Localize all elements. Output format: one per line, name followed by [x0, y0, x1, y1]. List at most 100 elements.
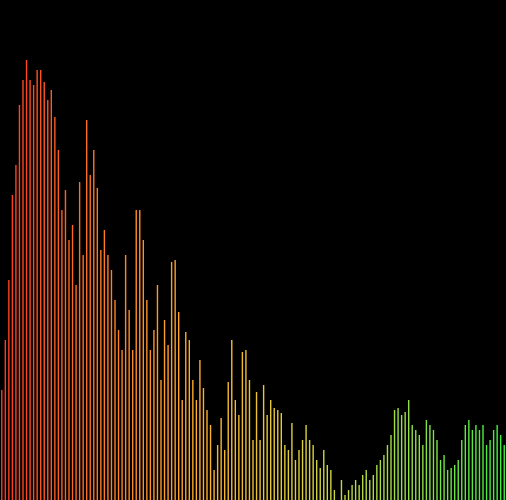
bar	[153, 330, 154, 500]
bar	[97, 188, 98, 500]
bar	[47, 100, 48, 500]
bar	[189, 340, 190, 500]
bar	[366, 470, 367, 500]
bar	[107, 255, 108, 500]
bar	[19, 105, 20, 500]
bar	[468, 420, 469, 500]
bar	[327, 465, 328, 500]
bar	[397, 408, 398, 500]
bar	[139, 210, 140, 500]
bar	[334, 490, 335, 500]
bar	[390, 435, 391, 500]
bar	[496, 425, 497, 500]
bar	[387, 445, 388, 500]
bar	[121, 350, 122, 500]
bar	[458, 460, 459, 500]
bar	[383, 455, 384, 500]
bar	[75, 285, 76, 500]
bar	[369, 480, 370, 500]
bar	[263, 385, 264, 500]
bar	[482, 425, 483, 500]
bar	[125, 255, 126, 500]
bar	[22, 80, 23, 500]
bar	[373, 475, 374, 500]
bar	[65, 190, 66, 500]
bar	[231, 340, 232, 500]
bar	[323, 450, 324, 500]
bar	[281, 413, 282, 500]
bar	[312, 445, 313, 500]
bar	[394, 410, 395, 500]
bar	[277, 410, 278, 500]
bar	[54, 117, 55, 500]
bar	[500, 435, 501, 500]
bar	[8, 280, 9, 500]
bar	[270, 400, 271, 500]
bar	[171, 262, 172, 500]
bar	[146, 300, 147, 500]
bar	[274, 408, 275, 500]
bar	[167, 345, 168, 500]
bar	[302, 440, 303, 500]
bar	[489, 440, 490, 500]
bar	[433, 430, 434, 500]
bar	[256, 392, 257, 500]
bar	[61, 210, 62, 500]
bar	[104, 230, 105, 500]
bar	[111, 270, 112, 500]
bar	[1, 390, 2, 500]
bar	[72, 225, 73, 500]
bar	[242, 352, 243, 500]
bar	[259, 440, 260, 500]
bar	[341, 480, 342, 500]
bar	[114, 300, 115, 500]
bar	[504, 445, 505, 500]
bar	[419, 435, 420, 500]
bar	[284, 445, 285, 500]
bar	[408, 400, 409, 500]
bar	[90, 175, 91, 500]
bar	[245, 350, 246, 500]
bar	[5, 340, 6, 500]
bar	[136, 210, 137, 500]
bar	[210, 425, 211, 500]
bar	[160, 380, 161, 500]
bar	[320, 468, 321, 500]
bar	[15, 165, 16, 500]
bar	[344, 495, 345, 500]
bar	[235, 400, 236, 500]
bar	[29, 80, 30, 500]
bar	[422, 445, 423, 500]
bar	[68, 240, 69, 500]
bar	[164, 320, 165, 500]
bar	[128, 310, 129, 500]
bar	[40, 70, 41, 500]
bar	[217, 445, 218, 500]
bar	[440, 460, 441, 500]
bar	[86, 120, 87, 500]
bar	[192, 380, 193, 500]
bar	[82, 255, 83, 500]
bar	[12, 195, 13, 500]
bar	[228, 382, 229, 500]
bar	[436, 440, 437, 500]
bar	[401, 415, 402, 500]
bar	[426, 420, 427, 500]
bar	[447, 470, 448, 500]
bar	[461, 440, 462, 500]
bar	[348, 490, 349, 500]
bar	[185, 332, 186, 500]
bar	[157, 285, 158, 500]
bar	[475, 425, 476, 500]
bar	[479, 430, 480, 500]
bar	[252, 440, 253, 500]
bar	[298, 450, 299, 500]
bar	[305, 425, 306, 500]
bar	[358, 485, 359, 500]
bar	[150, 350, 151, 500]
bar	[443, 455, 444, 500]
bar	[220, 418, 221, 500]
bar	[118, 330, 119, 500]
bar	[36, 70, 37, 500]
